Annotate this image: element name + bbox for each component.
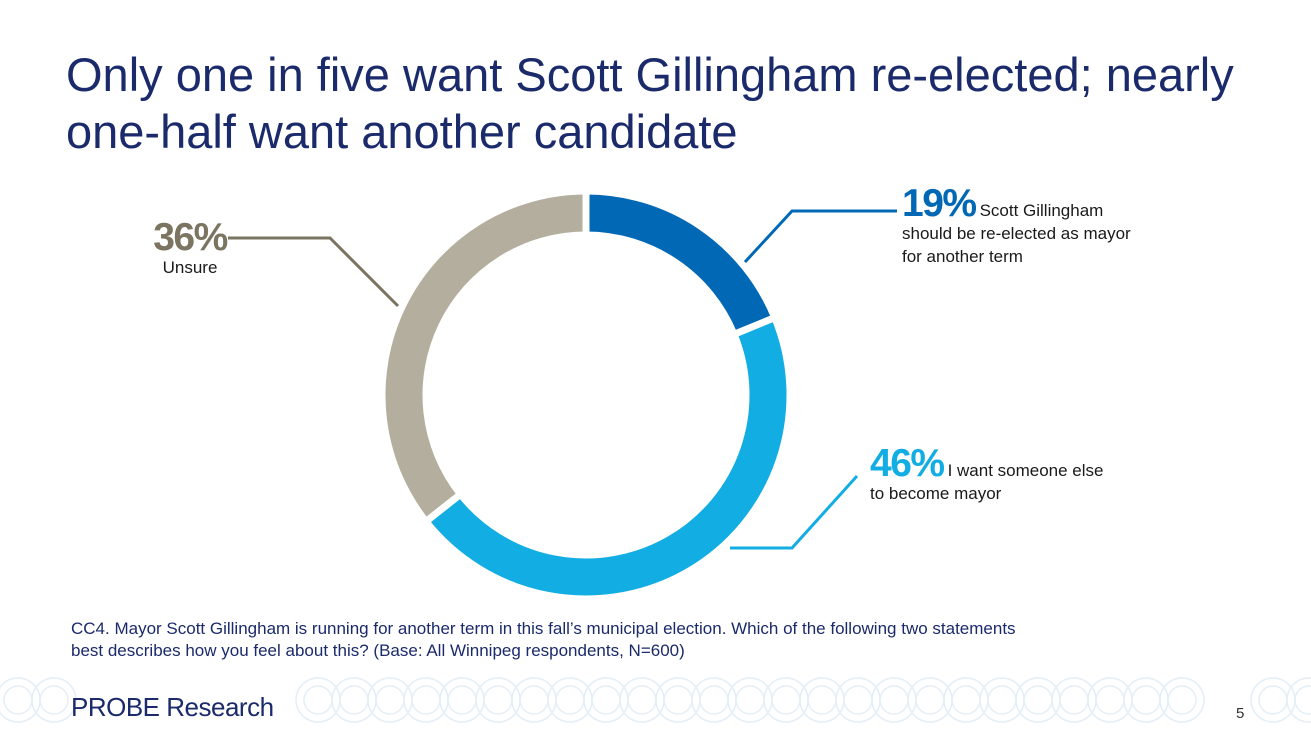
donut-slice-0 [582,187,780,339]
slice-label-1: 46% I want someone else to become mayor [870,444,1110,505]
slice-value-1: 46% [870,442,945,485]
question-footnote: CC4. Mayor Scott Gillingham is running f… [71,619,1016,660]
slice-value-0: 19% [902,182,977,225]
leader-line-slice-1 [730,474,859,550]
probe-research-logo: PROBE Research [71,692,274,722]
leader-line-slice-0 [743,209,897,264]
slice-text-0: Scott Gillingham should be re-elected as… [902,201,1131,266]
slice-text-2: Unsure [162,258,218,277]
donut-chart [228,187,897,603]
page-number: 5 [1236,705,1245,722]
slice-label-2: 36% Unsure [140,216,240,279]
leader-line-slice-2 [228,236,400,308]
decorative-circle-pattern [0,677,1311,723]
slice-text-1: I want someone else to become mayor [870,461,1104,503]
slice-label-0: 19% Scott Gillingham should be re-elected… [902,184,1132,268]
donut-slice-2 [378,187,590,527]
slide-title: Only one in five want Scott Gillingham r… [66,48,1234,158]
slice-value-2: 36% [153,216,228,259]
donut-slice-1 [421,313,794,603]
